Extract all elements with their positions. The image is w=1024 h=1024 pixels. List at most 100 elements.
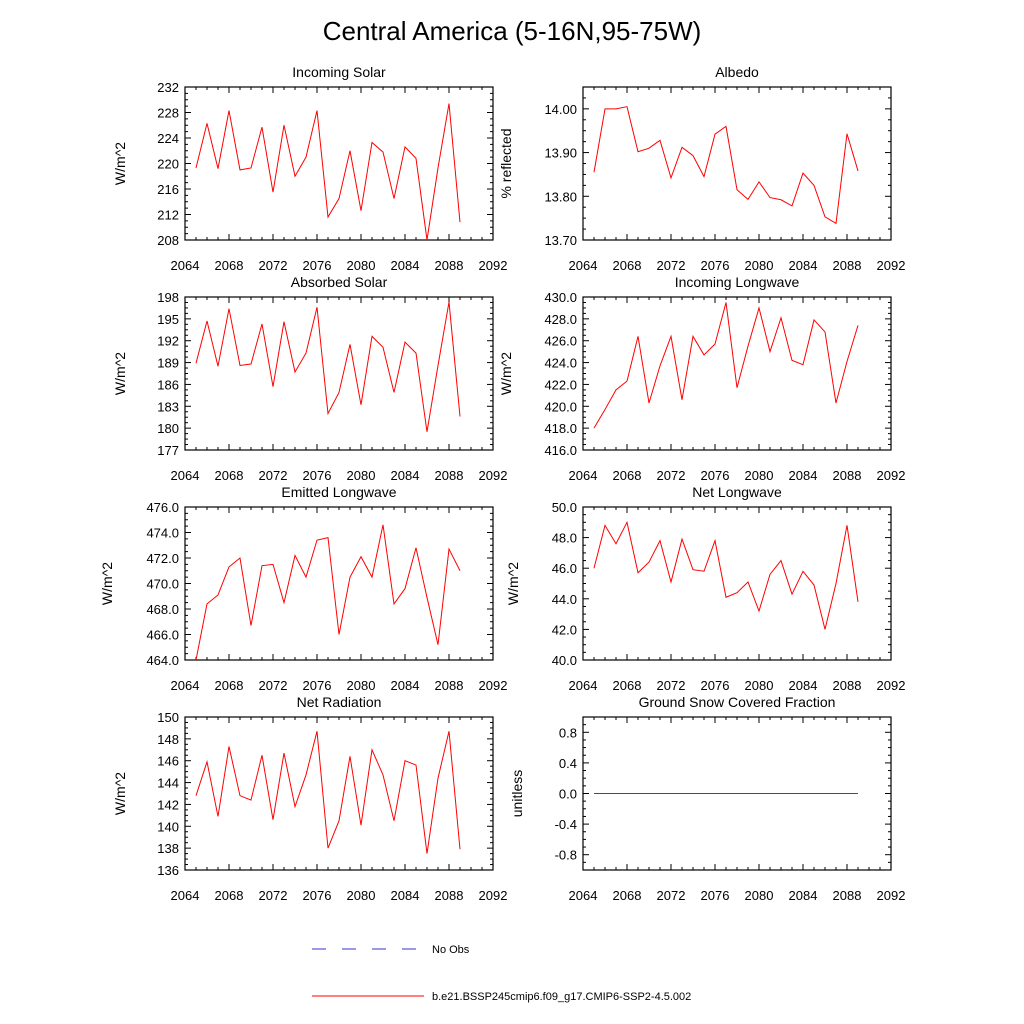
net-longwave-ytick-label: 46.0 (552, 561, 577, 576)
emitted-longwave-xtick-label: 2064 (171, 678, 200, 693)
emitted-longwave-xtick-label: 2080 (347, 678, 376, 693)
incoming-solar-xtick-label: 2088 (435, 258, 464, 273)
absorbed-solar-ytick-label: 192 (157, 334, 179, 349)
incoming-longwave-ytick-label: 422.0 (544, 377, 577, 392)
net-radiation-xtick-label: 2064 (171, 888, 200, 903)
panel-albedo: Albedo % reflected 2064 2068 2072 2076 2080 208… (498, 64, 905, 273)
net-radiation-ytick-label: 142 (157, 797, 179, 812)
incoming-solar-ytick-label: 220 (157, 157, 179, 172)
absorbed-solar-xtick-label: 2080 (347, 468, 376, 483)
panel-absorbed-solar: Absorbed Solar W/m^2 2064 2068 2072 2076 2080 2… (112, 274, 507, 483)
albedo-xtick-label: 2088 (833, 258, 862, 273)
incoming-longwave-ytick-label: 420.0 (544, 399, 577, 414)
absorbed-solar-xtick-label: 2072 (259, 468, 288, 483)
albedo-xtick-label: 2068 (613, 258, 642, 273)
absorbed-solar-ytick-label: 177 (157, 443, 179, 458)
incoming-solar-xtick-label: 2084 (391, 258, 420, 273)
net-longwave-xtick-label: 2080 (745, 678, 774, 693)
panel-net-radiation: Net Radiation W/m^2 2064 2068 2072 2076 2080 20… (112, 694, 507, 903)
ground-snow-covered-fraction-xtick-label: 2084 (789, 888, 818, 903)
albedo-xtick-label: 2092 (877, 258, 906, 273)
net-longwave-frame (582, 506, 892, 661)
incoming-longwave-ytick-label: 428.0 (544, 312, 577, 327)
panel-net-longwave: Net Longwave W/m^2 2064 2068 2072 2076 2080 208… (505, 484, 905, 693)
legend-model-label: b.e21.BSSP245cmip6.f09_g17.CMIP6-SSP2-4.… (432, 991, 691, 1003)
incoming-solar-ytick-label: 212 (157, 208, 179, 223)
incoming-solar-xtick-label: 2080 (347, 258, 376, 273)
incoming-longwave-ytick-label: 416.0 (544, 443, 577, 458)
ground-snow-covered-fraction-xtick-label: 2064 (569, 888, 598, 903)
net-longwave-xtick-label: 2068 (613, 678, 642, 693)
albedo-xtick-label: 2080 (745, 258, 774, 273)
incoming-solar-title: Incoming Solar (292, 64, 386, 80)
absorbed-solar-xtick-label: 2064 (171, 468, 200, 483)
absorbed-solar-xtick-label: 2068 (215, 468, 244, 483)
emitted-longwave-xtick-label: 2076 (303, 678, 332, 693)
net-longwave-xtick-label: 2092 (877, 678, 906, 693)
net-longwave-ytick-label: 44.0 (552, 592, 577, 607)
emitted-longwave-xtick-label: 2072 (259, 678, 288, 693)
ground-snow-covered-fraction-xtick-label: 2068 (613, 888, 642, 903)
panels: Incoming Solar W/m^2 2064 2068 2072 2076 2080 2… (99, 64, 905, 903)
incoming-longwave-xtick-label: 2076 (701, 468, 730, 483)
incoming-solar-frame (184, 86, 494, 241)
absorbed-solar-ytick-label: 186 (157, 377, 179, 392)
ground-snow-covered-fraction-ytick-label: 0.8 (559, 725, 577, 740)
absorbed-solar-ytick-label: 195 (157, 312, 179, 327)
albedo-ylabel: % reflected (498, 128, 514, 198)
albedo-xtick-label: 2072 (657, 258, 686, 273)
emitted-longwave-ytick-label: 464.0 (146, 653, 179, 668)
incoming-longwave-xtick-label: 2064 (569, 468, 598, 483)
emitted-longwave-ytick-label: 476.0 (146, 500, 179, 515)
absorbed-solar-title: Absorbed Solar (291, 274, 388, 290)
net-longwave-series-line (593, 520, 859, 630)
ground-snow-covered-fraction-xtick-label: 2072 (657, 888, 686, 903)
ground-snow-covered-fraction-ytick-label: 0.0 (559, 787, 577, 802)
emitted-longwave-ytick-label: 472.0 (146, 551, 179, 566)
net-longwave-ytick-label: 42.0 (552, 622, 577, 637)
emitted-longwave-ylabel: W/m^2 (99, 562, 115, 605)
emitted-longwave-xtick-label: 2088 (435, 678, 464, 693)
albedo-series-line (593, 106, 859, 225)
albedo-ytick-label: 13.70 (544, 233, 577, 248)
incoming-solar-ytick-label: 232 (157, 80, 179, 95)
net-longwave-xtick-label: 2064 (569, 678, 598, 693)
emitted-longwave-title: Emitted Longwave (281, 484, 396, 500)
net-longwave-xtick-label: 2076 (701, 678, 730, 693)
incoming-longwave-ytick-label: 424.0 (544, 356, 577, 371)
figure-title: Central America (5-16N,95-75W) (323, 16, 702, 46)
absorbed-solar-ytick-label: 198 (157, 290, 179, 305)
net-longwave-xtick-label: 2084 (789, 678, 818, 693)
absorbed-solar-ylabel: W/m^2 (112, 352, 128, 395)
albedo-ytick-label: 14.00 (544, 102, 577, 117)
absorbed-solar-series-line (195, 302, 461, 432)
net-longwave-title: Net Longwave (692, 484, 782, 500)
incoming-longwave-series-line (593, 302, 859, 429)
ground-snow-covered-fraction-ylabel: unitless (509, 770, 525, 817)
incoming-longwave-ytick-label: 430.0 (544, 290, 577, 305)
emitted-longwave-frame (184, 506, 494, 661)
albedo-xtick-label: 2064 (569, 258, 598, 273)
emitted-longwave-series-line (195, 524, 461, 661)
incoming-longwave-xtick-label: 2092 (877, 468, 906, 483)
emitted-longwave-xtick-label: 2084 (391, 678, 420, 693)
incoming-solar-ytick-label: 228 (157, 106, 179, 121)
emitted-longwave-ytick-label: 474.0 (146, 526, 179, 541)
incoming-longwave-ylabel: W/m^2 (498, 352, 514, 395)
panel-incoming-longwave: Incoming Longwave W/m^2 2064 2068 2072 2076 20… (498, 274, 905, 483)
net-radiation-xtick-label: 2076 (303, 888, 332, 903)
ground-snow-covered-fraction-ytick-label: -0.8 (555, 848, 577, 863)
albedo-title: Albedo (715, 64, 759, 80)
albedo-xtick-label: 2076 (701, 258, 730, 273)
incoming-solar-xtick-label: 2068 (215, 258, 244, 273)
net-radiation-ytick-label: 144 (157, 776, 179, 791)
net-radiation-ylabel: W/m^2 (112, 772, 128, 815)
incoming-solar-series-line (195, 103, 461, 241)
incoming-longwave-xtick-label: 2084 (789, 468, 818, 483)
incoming-solar-ylabel: W/m^2 (112, 142, 128, 185)
albedo-ytick-label: 13.80 (544, 189, 577, 204)
net-longwave-ytick-label: 40.0 (552, 653, 577, 668)
net-longwave-ytick-label: 48.0 (552, 531, 577, 546)
ground-snow-covered-fraction-ytick-label: 0.4 (559, 756, 577, 771)
